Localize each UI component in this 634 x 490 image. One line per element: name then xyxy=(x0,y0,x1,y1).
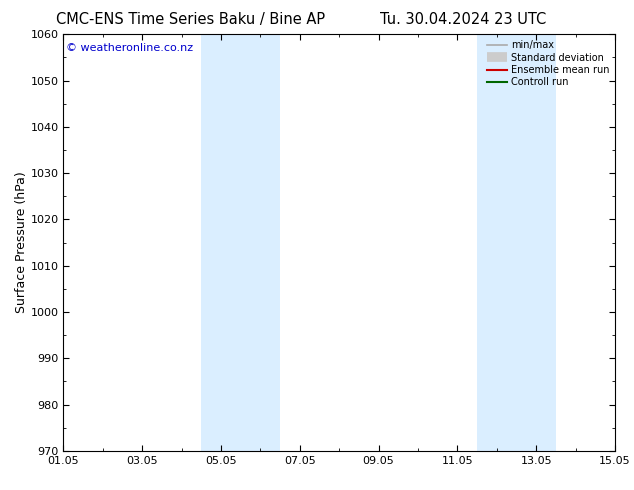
Text: Tu. 30.04.2024 23 UTC: Tu. 30.04.2024 23 UTC xyxy=(380,12,546,27)
Y-axis label: Surface Pressure (hPa): Surface Pressure (hPa) xyxy=(15,172,28,314)
Text: © weatheronline.co.nz: © weatheronline.co.nz xyxy=(66,43,193,52)
Text: CMC-ENS Time Series Baku / Bine AP: CMC-ENS Time Series Baku / Bine AP xyxy=(56,12,325,27)
Bar xyxy=(477,34,556,451)
Bar xyxy=(202,34,280,451)
Legend: min/max, Standard deviation, Ensemble mean run, Controll run: min/max, Standard deviation, Ensemble me… xyxy=(484,37,612,90)
